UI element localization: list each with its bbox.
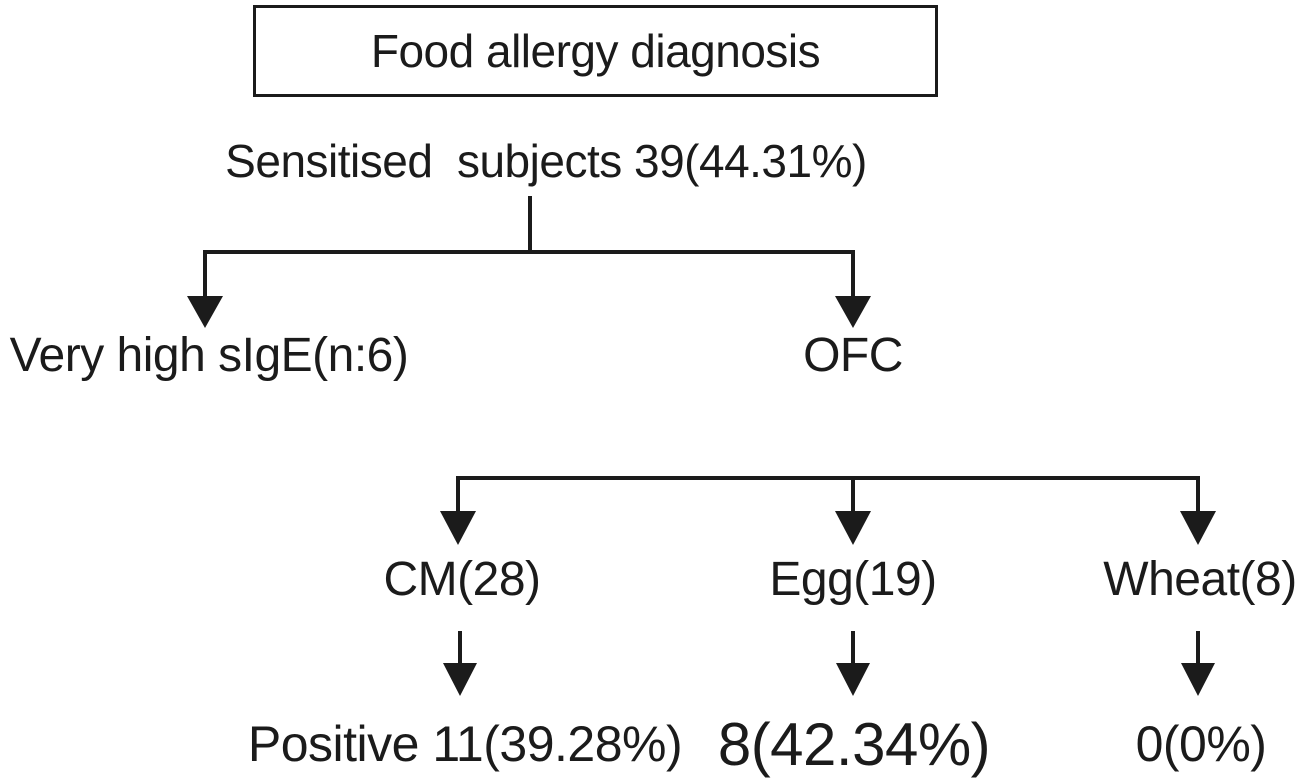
arrowhead-egg-outcome: [836, 663, 870, 696]
arrowhead-ofc: [835, 296, 871, 328]
connector-root-to-level1: [187, 196, 871, 328]
node-egg: Egg(19): [769, 553, 937, 606]
arrowhead-egg: [835, 511, 871, 545]
node-ofc: OFC: [803, 329, 903, 382]
node-wheat: Wheat(8): [1103, 553, 1297, 606]
node-cm: CM(28): [383, 553, 541, 606]
arrowhead-very-high-sige: [187, 296, 223, 328]
connector-cm-to-outcome: [443, 631, 477, 696]
connector-egg-to-outcome: [836, 631, 870, 696]
root-node-sensitised-subjects: Sensitised subjects 39(44.31%): [225, 135, 867, 187]
arrowhead-wheat: [1180, 511, 1216, 545]
arrowhead-cm: [440, 511, 476, 545]
node-very-high-sige: Very high sIgE(n:6): [9, 329, 409, 382]
connector-wheat-to-outcome: [1181, 631, 1215, 696]
outcome-wheat-positive: 0(0%): [1135, 716, 1267, 772]
arrowhead-cm-outcome: [443, 663, 477, 696]
arrowhead-wheat-outcome: [1181, 663, 1215, 696]
connector-ofc-to-level2: [440, 476, 1216, 545]
outcome-egg-positive: 8(42.34%): [717, 711, 991, 778]
title-box: Food allergy diagnosis: [253, 5, 938, 97]
outcome-cm-positive: Positive 11(39.28%): [247, 716, 683, 772]
